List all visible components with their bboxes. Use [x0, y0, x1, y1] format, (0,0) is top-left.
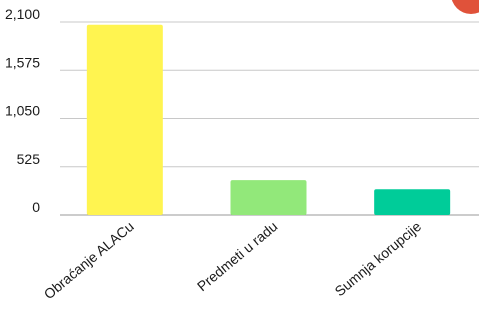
- bar-2[interactable]: [374, 189, 451, 215]
- y-tick-label: 1,575: [5, 54, 40, 70]
- y-tick-label: 0: [32, 199, 40, 215]
- x-tick-label: Predmeti u radu: [194, 218, 281, 294]
- x-tick-label: Sumnja korupcije: [332, 218, 425, 299]
- y-axis-ticks: 0 525 1,050 1,575 2,100: [5, 6, 40, 215]
- y-tick-label: 525: [17, 151, 41, 167]
- y-tick-label: 2,100: [5, 6, 40, 22]
- x-axis-ticks: Obraćanje ALACu Predmeti u radu Sumnja kor…: [41, 218, 425, 302]
- bars: [86, 24, 451, 216]
- bar-0[interactable]: [86, 24, 163, 216]
- notification-badge[interactable]: [451, 0, 479, 14]
- x-tick-label: Obraćanje ALACu: [41, 218, 137, 302]
- bar-1[interactable]: [230, 180, 307, 215]
- y-tick-label: 1,050: [5, 103, 40, 119]
